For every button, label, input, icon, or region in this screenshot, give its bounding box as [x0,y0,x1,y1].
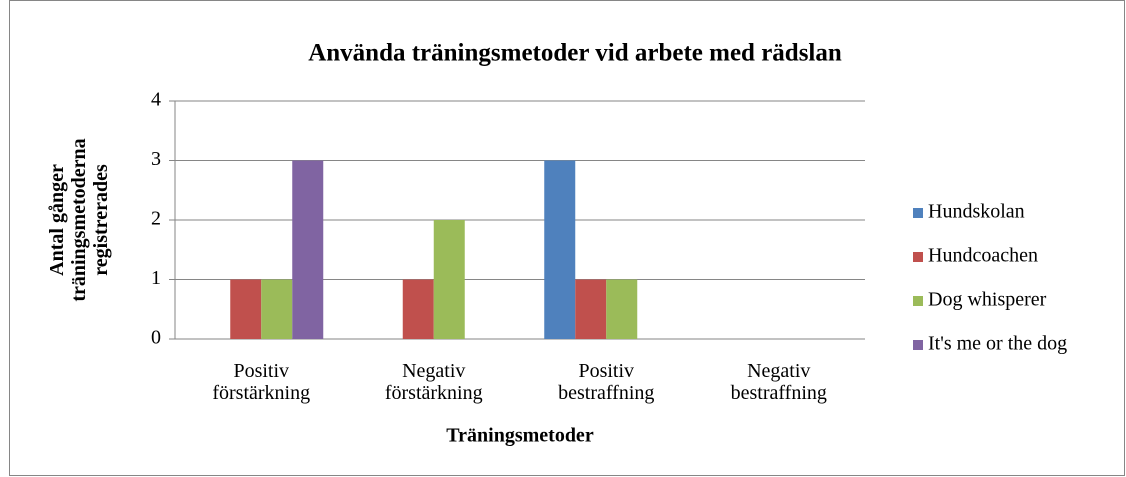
legend-label: It's me or the dog [928,333,1067,355]
legend-swatch [913,252,923,262]
bar [261,279,293,339]
chart-title: Använda träningsmetoder vid arbete med r… [308,40,842,67]
y-tick-label: 2 [151,208,161,230]
x-tick-label: Positiv bestraffning [558,360,654,404]
legend-label: Hundskolan [928,201,1025,223]
bar [433,220,465,339]
x-tick-label: Positiv förstärkning [212,360,310,404]
legend-label: Hundcoachen [928,245,1038,267]
y-tick-label: 1 [151,267,161,289]
legend-swatch [913,208,923,218]
y-tick-label: 3 [151,148,161,170]
y-tick-label: 0 [151,327,161,349]
x-tick-label: Negativ bestraffning [731,360,827,404]
x-axis-title: Träningsmetoder [446,425,594,447]
y-tick-label: 4 [151,89,161,111]
legend-swatch [913,296,923,306]
bar [575,279,607,339]
legend-swatch [913,340,923,350]
x-tick-label: Negativ förstärkning [385,360,483,404]
y-axis-title: Antal gångerträningsmetodernaregistrerad… [46,138,112,301]
bar [544,160,576,339]
bar [402,279,434,339]
bar [606,279,638,339]
bar [230,279,262,339]
bar [292,160,324,339]
legend-label: Dog whisperer [928,289,1047,311]
